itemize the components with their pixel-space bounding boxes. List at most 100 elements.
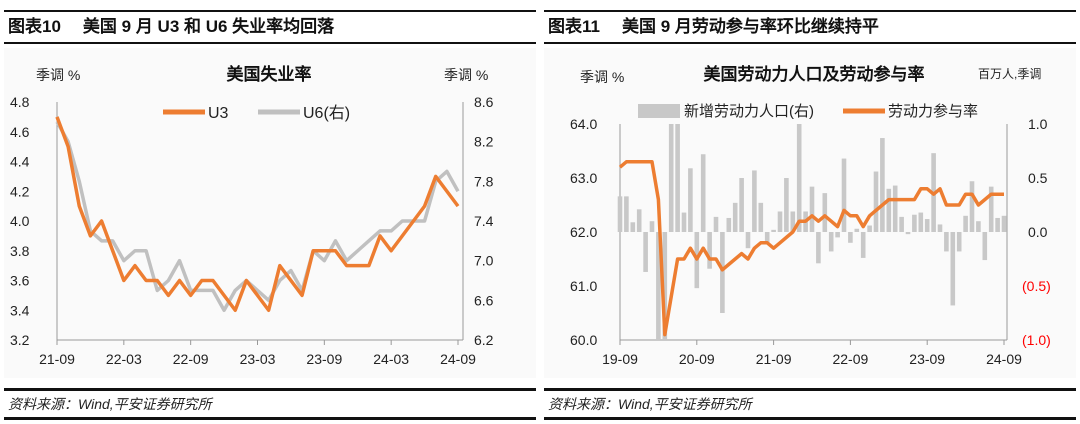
y-tick-label: 61.0 xyxy=(570,278,597,294)
y-axis-label-left: 季调 % xyxy=(36,67,80,83)
y-tick-label-right: (1.0) xyxy=(1022,332,1051,348)
bar xyxy=(720,232,725,313)
bar xyxy=(764,232,770,243)
bar xyxy=(912,214,917,232)
y-tick-label-right: (0.5) xyxy=(1022,278,1051,294)
figure-header: 图表10 美国 9 月 U3 和 U6 失业率均回落 xyxy=(4,10,536,44)
bar xyxy=(982,232,988,261)
figure-11-panel: 图表11 美国 9 月劳动参与率环比继续持平 美国劳动力人口及劳动参与率 季调 % 百… xyxy=(544,0,1076,424)
bar xyxy=(809,186,815,232)
legend-label: 劳动力参与率 xyxy=(888,103,978,120)
bar xyxy=(816,232,821,264)
series-line-participation xyxy=(618,160,1004,337)
y-tick-label: 3.8 xyxy=(10,243,30,259)
bar xyxy=(848,232,853,243)
chart-title: 美国失业率 xyxy=(227,64,312,84)
figure-header: 图表11 美国 9 月劳动参与率环比继续持平 xyxy=(544,10,1076,44)
x-tick-label: 19-09 xyxy=(602,351,638,367)
series-line-U3 xyxy=(55,116,460,312)
x-tick-label: 23-09 xyxy=(306,351,342,367)
y-tick-label-right: 0.5 xyxy=(1028,170,1048,186)
y-tick-label: 3.4 xyxy=(10,302,30,318)
unemployment-chart: 美国失业率 季调 % 季调 % 4.8 4.6 4.4 4.2 4.0 3.8 3.6 3.4 3.2… xyxy=(4,48,536,378)
bar xyxy=(771,229,776,232)
bar xyxy=(739,178,744,232)
plot-background xyxy=(4,48,536,378)
x-tick-label: 21-09 xyxy=(39,351,75,367)
x-tick-label: 23-09 xyxy=(909,351,945,367)
y-tick-label: 4.6 xyxy=(10,124,30,140)
y-tick-label: 4.0 xyxy=(10,213,30,229)
y-tick-label-right: 8.6 xyxy=(474,94,494,110)
bar xyxy=(617,196,623,232)
bar xyxy=(643,232,648,272)
bar xyxy=(656,232,661,340)
y-axis-label-left: 季调 % xyxy=(580,69,624,85)
bar xyxy=(860,232,866,258)
bar xyxy=(752,170,757,232)
bar xyxy=(636,209,642,232)
bar xyxy=(662,232,668,340)
series-line-U6(右) xyxy=(55,120,460,312)
bar xyxy=(700,154,706,232)
x-tick-label: 23-03 xyxy=(240,351,276,367)
bar xyxy=(976,221,981,232)
bar xyxy=(828,232,834,252)
source-note: 资料来源：Wind,平安证券研究所 xyxy=(4,388,536,420)
bar xyxy=(624,196,629,232)
source-note: 资料来源：Wind,平安证券研究所 xyxy=(544,388,1076,420)
bar xyxy=(899,216,904,232)
figure-label: 图表11 xyxy=(548,17,600,36)
bar xyxy=(796,124,802,232)
bar xyxy=(707,232,712,269)
labor-participation-chart: 美国劳动力人口及劳动参与率 季调 % 百万人,季调 64.0 63.0 62.0 61.0 6… xyxy=(544,48,1076,378)
y-tick-label: 3.6 xyxy=(10,273,30,289)
legend-label: U6(右) xyxy=(303,104,350,122)
bar xyxy=(854,228,860,232)
bar xyxy=(956,232,962,252)
chart-title: 美国劳动力人口及劳动参与率 xyxy=(704,64,925,84)
y-tick-label-right: 6.6 xyxy=(474,292,494,308)
bar xyxy=(1001,215,1007,232)
y-tick-label: 60.0 xyxy=(570,332,597,348)
x-tick-label: 22-09 xyxy=(832,351,868,367)
y-tick-label-right: 6.2 xyxy=(474,332,494,348)
y-tick-label-right: 7.8 xyxy=(474,173,494,189)
bar xyxy=(995,217,1000,232)
y-tick-label-right: 1.0 xyxy=(1028,116,1048,132)
bar xyxy=(784,178,789,232)
x-tick-label: 21-09 xyxy=(756,351,792,367)
bar xyxy=(944,232,949,252)
bar xyxy=(649,221,655,232)
bar xyxy=(688,168,693,232)
y-tick-label-right: 7.0 xyxy=(474,253,494,269)
bar xyxy=(963,215,968,232)
bar xyxy=(969,181,975,232)
legend-label: U3 xyxy=(208,105,229,122)
y-tick-label: 4.8 xyxy=(10,94,30,110)
bar xyxy=(822,193,828,232)
x-tick-label: 22-03 xyxy=(106,351,142,367)
figure-title: 美国 9 月 U3 和 U6 失业率均回落 xyxy=(82,17,335,36)
y-tick-label: 62.0 xyxy=(570,224,597,240)
y-tick-label-right: 0.0 xyxy=(1028,224,1048,240)
bar xyxy=(681,212,687,232)
y-tick-label: 63.0 xyxy=(570,170,597,186)
bar xyxy=(745,232,751,249)
x-tick-label: 24-09 xyxy=(986,351,1022,367)
y-tick-label: 64.0 xyxy=(570,116,597,132)
bar xyxy=(713,216,719,232)
bar xyxy=(675,124,680,232)
bar xyxy=(886,188,892,232)
bar xyxy=(668,124,674,232)
figure-label: 图表10 xyxy=(8,17,61,36)
bar xyxy=(892,185,898,232)
bar xyxy=(937,224,943,232)
bar xyxy=(873,171,879,232)
x-tick-label: 20-09 xyxy=(679,351,715,367)
bar xyxy=(988,186,994,232)
bar xyxy=(880,138,885,232)
figure-title: 美国 9 月劳动参与率环比继续持平 xyxy=(621,17,879,36)
y-tick-label: 4.4 xyxy=(10,154,30,170)
y-tick-label-right: 7.4 xyxy=(474,213,494,229)
